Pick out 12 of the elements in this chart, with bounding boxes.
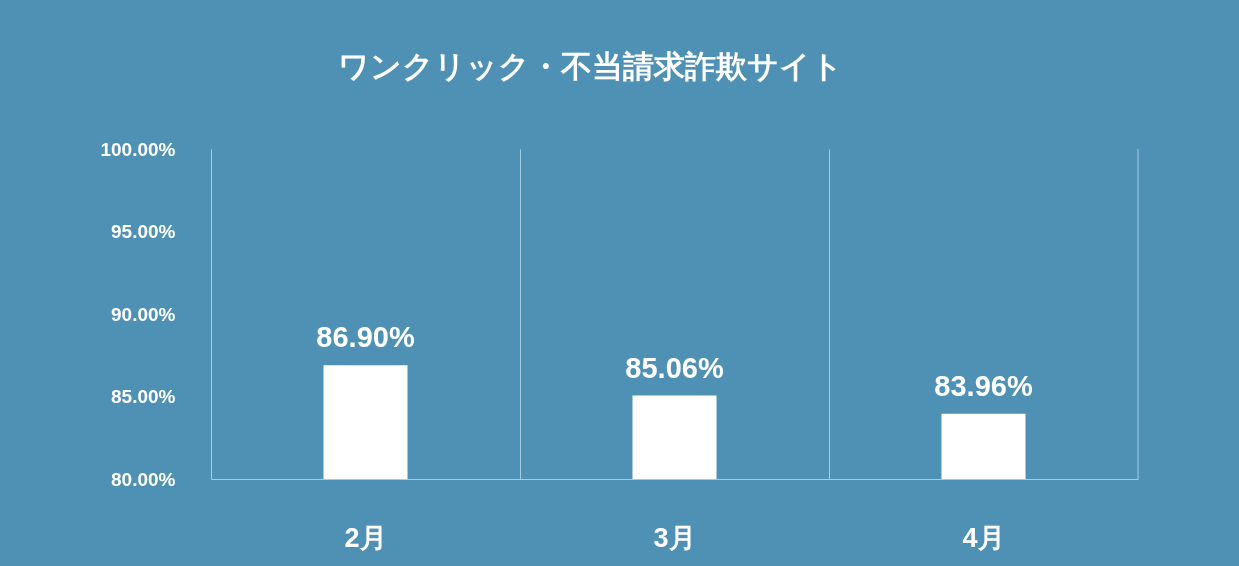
data-label: 86.90%: [316, 321, 415, 354]
data-label: 85.06%: [625, 351, 724, 384]
x-tick-label: 4月: [962, 522, 1005, 553]
y-tick-label: 90.00%: [111, 303, 176, 325]
data-label: 83.96%: [934, 369, 1033, 402]
chart-title: ワンクリック・不当請求詐欺サイト: [338, 49, 843, 84]
x-tick-label: 3月: [653, 522, 696, 553]
y-tick-label: 100.00%: [100, 138, 176, 160]
y-tick-label: 80.00%: [111, 468, 176, 490]
x-tick-label: 2月: [344, 522, 387, 553]
y-tick-label: 85.00%: [111, 386, 176, 407]
y-tick-label: 95.00%: [111, 221, 176, 242]
